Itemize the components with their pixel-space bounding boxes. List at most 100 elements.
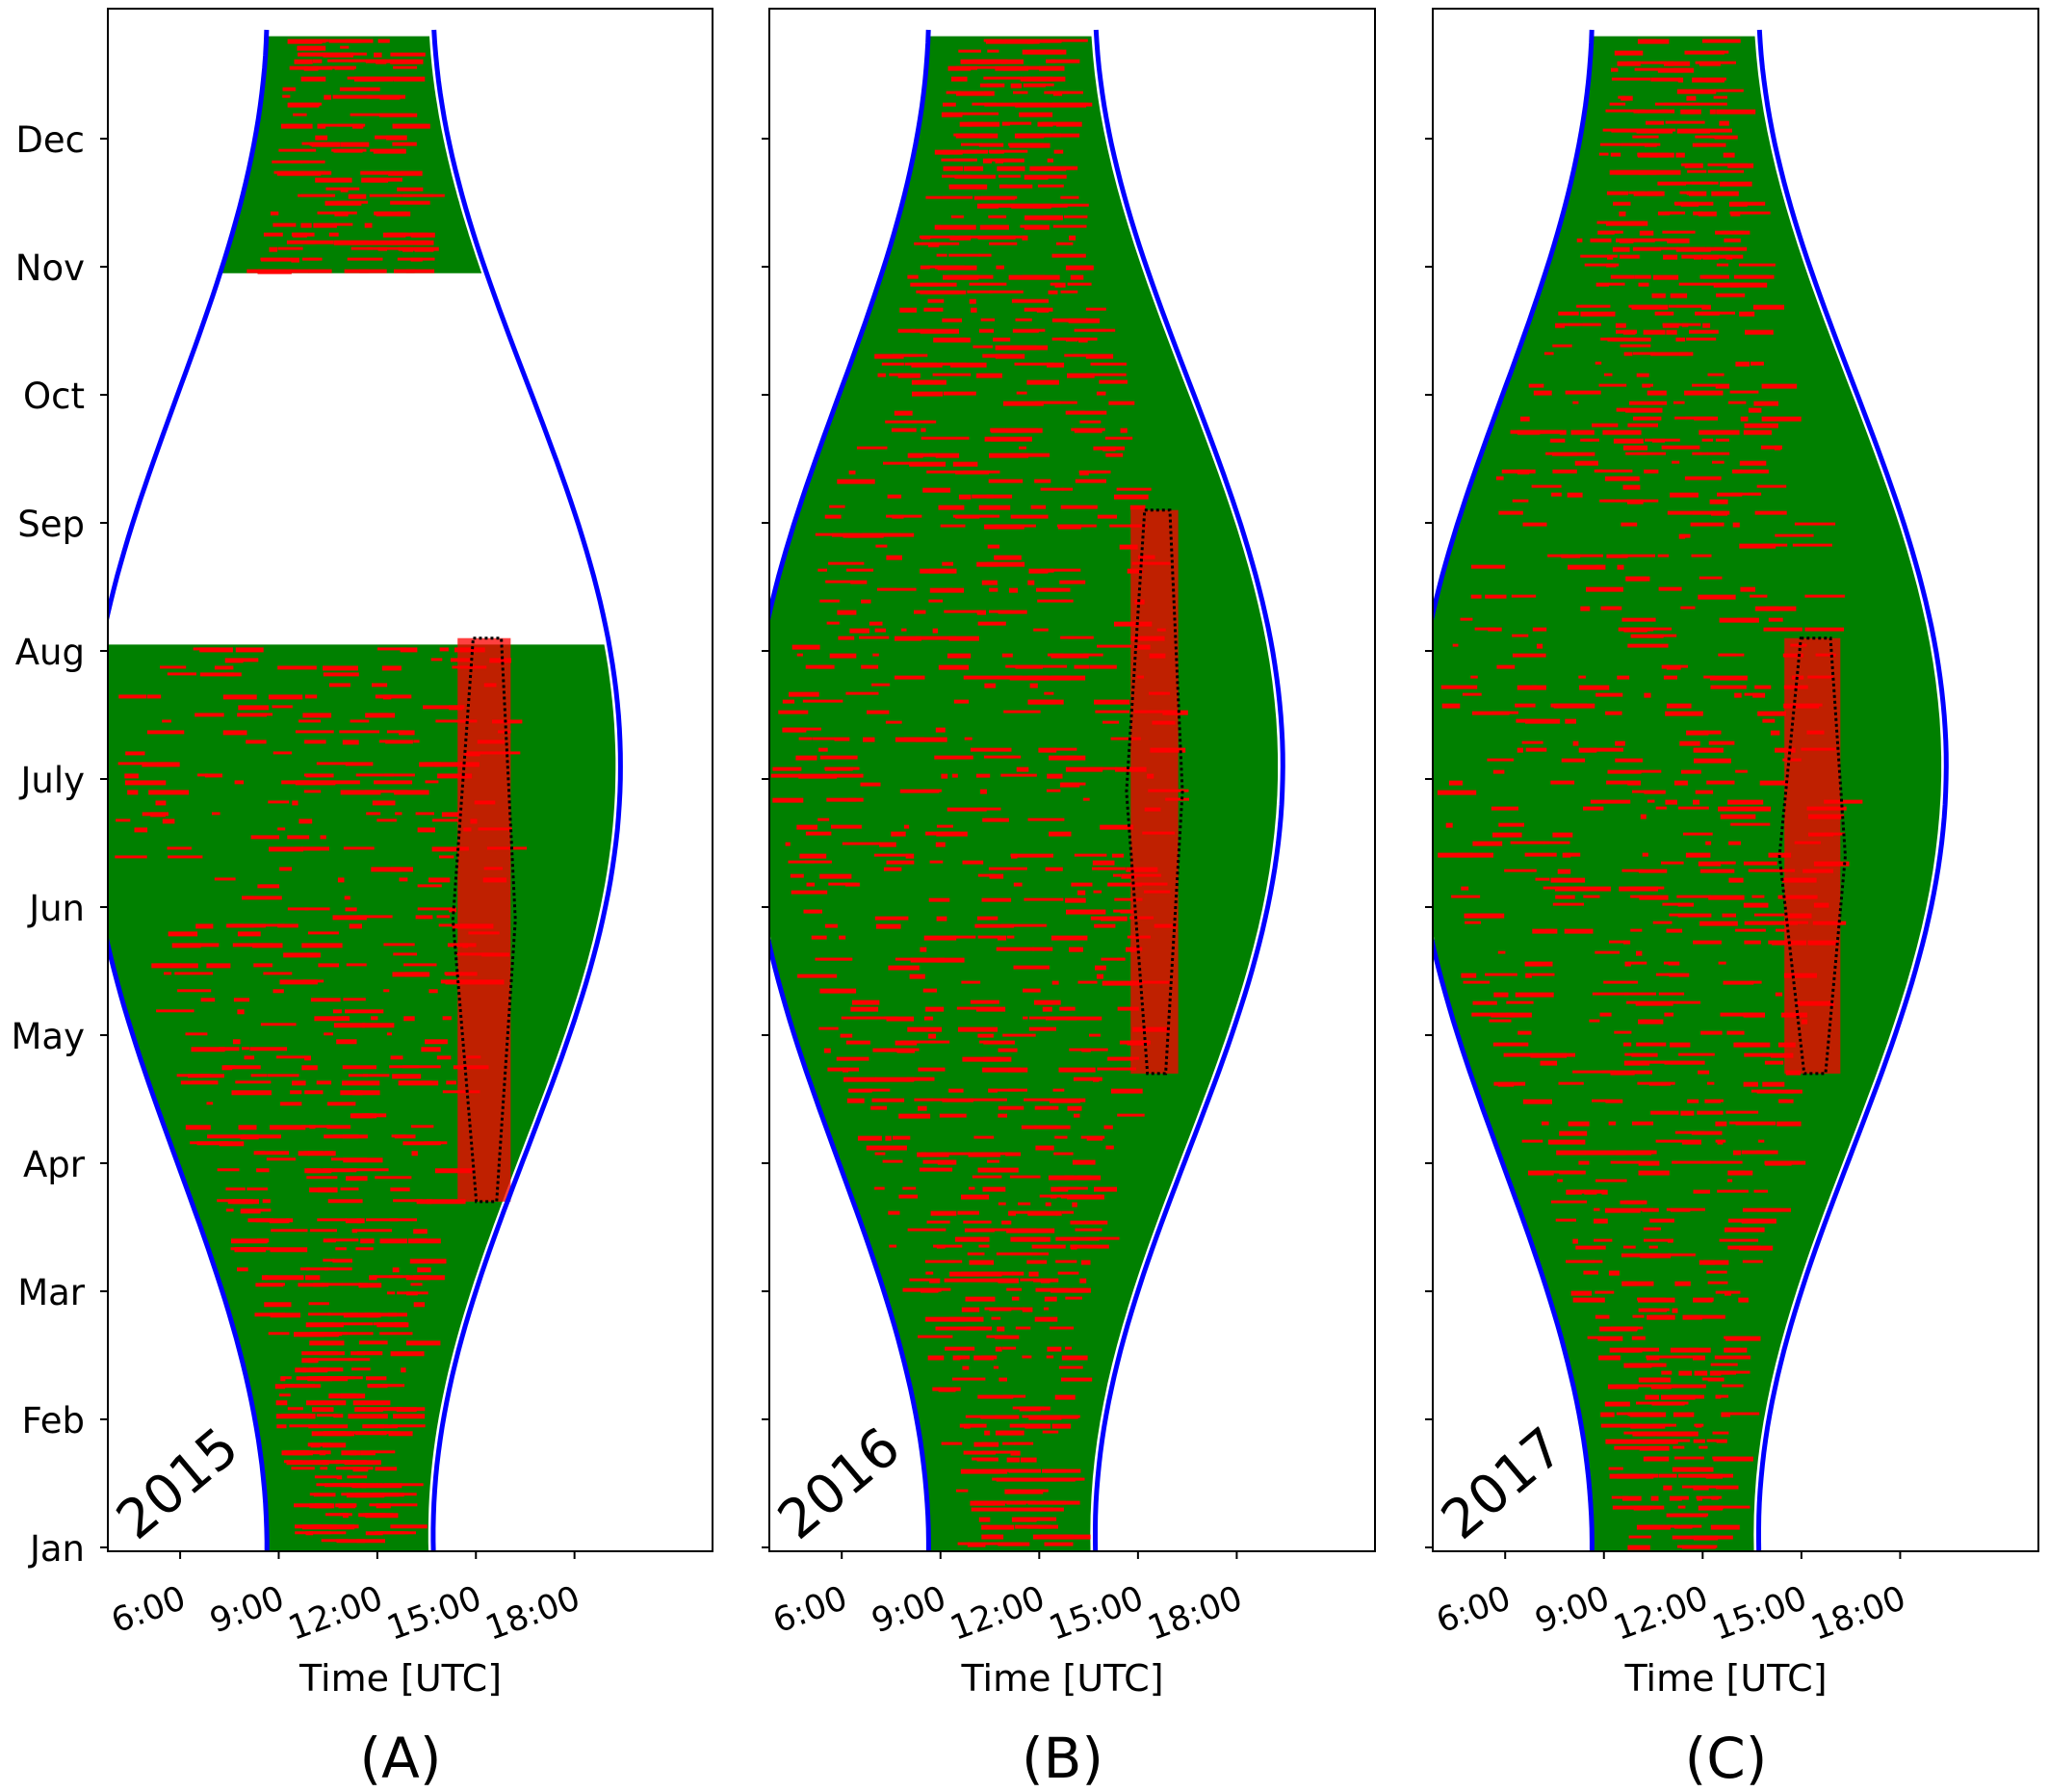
flagged-point <box>1627 423 1658 428</box>
flagged-point <box>1099 379 1128 384</box>
flagged-point <box>1470 594 1482 599</box>
flagged-point <box>1728 841 1741 845</box>
x-tick-label: 12:00 <box>283 1579 387 1649</box>
flagged-point <box>946 91 961 94</box>
flagged-point <box>413 1302 426 1308</box>
flagged-point <box>1631 627 1673 631</box>
flagged-point <box>874 1152 886 1156</box>
flagged-point <box>1668 1253 1696 1257</box>
flagged-point <box>1699 576 1723 580</box>
flagged-point <box>1723 152 1735 158</box>
flagged-point <box>350 1113 373 1119</box>
x-tick-label: 15:00 <box>1707 1579 1811 1649</box>
flagged-point <box>819 755 858 760</box>
flagged-point <box>1013 524 1036 528</box>
flagged-point <box>834 773 864 778</box>
flagged-point <box>982 1450 1017 1454</box>
flagged-point <box>1077 1175 1102 1181</box>
flagged-point <box>355 1247 374 1251</box>
flagged-point <box>1045 1202 1051 1207</box>
flagged-point <box>904 824 910 829</box>
flagged-point <box>949 1316 984 1322</box>
flagged-point <box>1699 452 1708 455</box>
flagged-point <box>1556 1150 1586 1156</box>
flagged-point <box>1008 1067 1028 1073</box>
flagged-point <box>1105 1145 1114 1150</box>
flagged-point <box>973 1135 995 1139</box>
flagged-point <box>291 232 315 237</box>
flagged-point <box>237 1267 248 1272</box>
flagged-point <box>1001 59 1024 65</box>
flagged-point <box>1568 1121 1590 1127</box>
flagged-point <box>918 1105 927 1111</box>
flagged-point <box>1492 1042 1529 1047</box>
flagged-point <box>1028 568 1049 574</box>
flagged-point <box>375 1176 412 1180</box>
flagged-point <box>370 1450 396 1454</box>
flagged-point <box>1485 594 1507 599</box>
flagged-point <box>1623 1060 1650 1066</box>
flagged-point <box>1622 329 1636 335</box>
flagged-points <box>246 39 445 274</box>
flagged-point <box>323 672 359 677</box>
flagged-point <box>390 1351 425 1357</box>
flagged-point <box>940 524 966 528</box>
flagged-point <box>1033 203 1050 209</box>
flagged-point <box>1644 692 1651 698</box>
flagged-point <box>989 59 1008 64</box>
flagged-point <box>869 621 883 626</box>
flagged-point <box>1712 1431 1729 1435</box>
flagged-point <box>1672 1467 1699 1472</box>
flagged-point <box>936 916 947 922</box>
flagged-point <box>1525 973 1532 978</box>
flagged-point <box>356 123 364 129</box>
flagged-point <box>1506 1000 1534 1004</box>
flagged-point <box>1047 1477 1082 1481</box>
flagged-point <box>1715 383 1730 389</box>
flagged-point <box>1627 61 1668 65</box>
flagged-point <box>238 705 269 711</box>
coverage-band <box>769 36 1279 1551</box>
flagged-point <box>1041 1534 1074 1539</box>
flagged-point <box>306 240 334 245</box>
panel-2015: JanFebMarAprMayJunJulyAugSepOctNovDec6:0… <box>12 8 713 1791</box>
flagged-point <box>1516 718 1550 723</box>
flagged-point <box>1698 594 1736 600</box>
flagged-point <box>1623 351 1633 356</box>
flagged-point <box>387 1291 396 1295</box>
flagged-point <box>360 1450 376 1456</box>
flagged-point <box>802 699 843 703</box>
flagged-point <box>328 39 362 43</box>
flagged-point <box>995 1415 1017 1419</box>
flagged-point <box>1031 1244 1066 1249</box>
flagged-point <box>1644 1238 1673 1242</box>
flagged-point <box>1630 634 1664 638</box>
flagged-point <box>1716 1439 1727 1443</box>
flagged-point <box>1022 1307 1033 1312</box>
flagged-point <box>1725 254 1733 260</box>
flagged-point <box>1621 869 1644 872</box>
flagged-point <box>1011 203 1051 209</box>
flagged-point <box>1745 329 1774 335</box>
flagged-point <box>355 773 394 777</box>
flagged-point <box>295 730 334 734</box>
flagged-point <box>1754 510 1787 515</box>
flagged-point <box>1595 361 1602 365</box>
flagged-point <box>1626 499 1644 505</box>
flagged-point <box>1566 1189 1576 1195</box>
flagged-point <box>1735 1121 1777 1126</box>
flagged-point <box>1545 928 1554 932</box>
flagged-point <box>1595 1290 1615 1294</box>
flagged-point <box>937 957 965 963</box>
flagged-point <box>961 1307 980 1312</box>
flagged-point <box>1003 1542 1022 1546</box>
flagged-point <box>1741 1150 1778 1155</box>
flagged-point <box>190 943 220 948</box>
flagged-point <box>1615 758 1643 763</box>
flagged-point <box>286 1218 294 1223</box>
flagged-point <box>1090 470 1106 474</box>
flagged-point <box>1037 121 1053 127</box>
flagged-point <box>1713 282 1739 288</box>
flagged-point <box>294 1503 327 1508</box>
flagged-point <box>1485 973 1517 976</box>
